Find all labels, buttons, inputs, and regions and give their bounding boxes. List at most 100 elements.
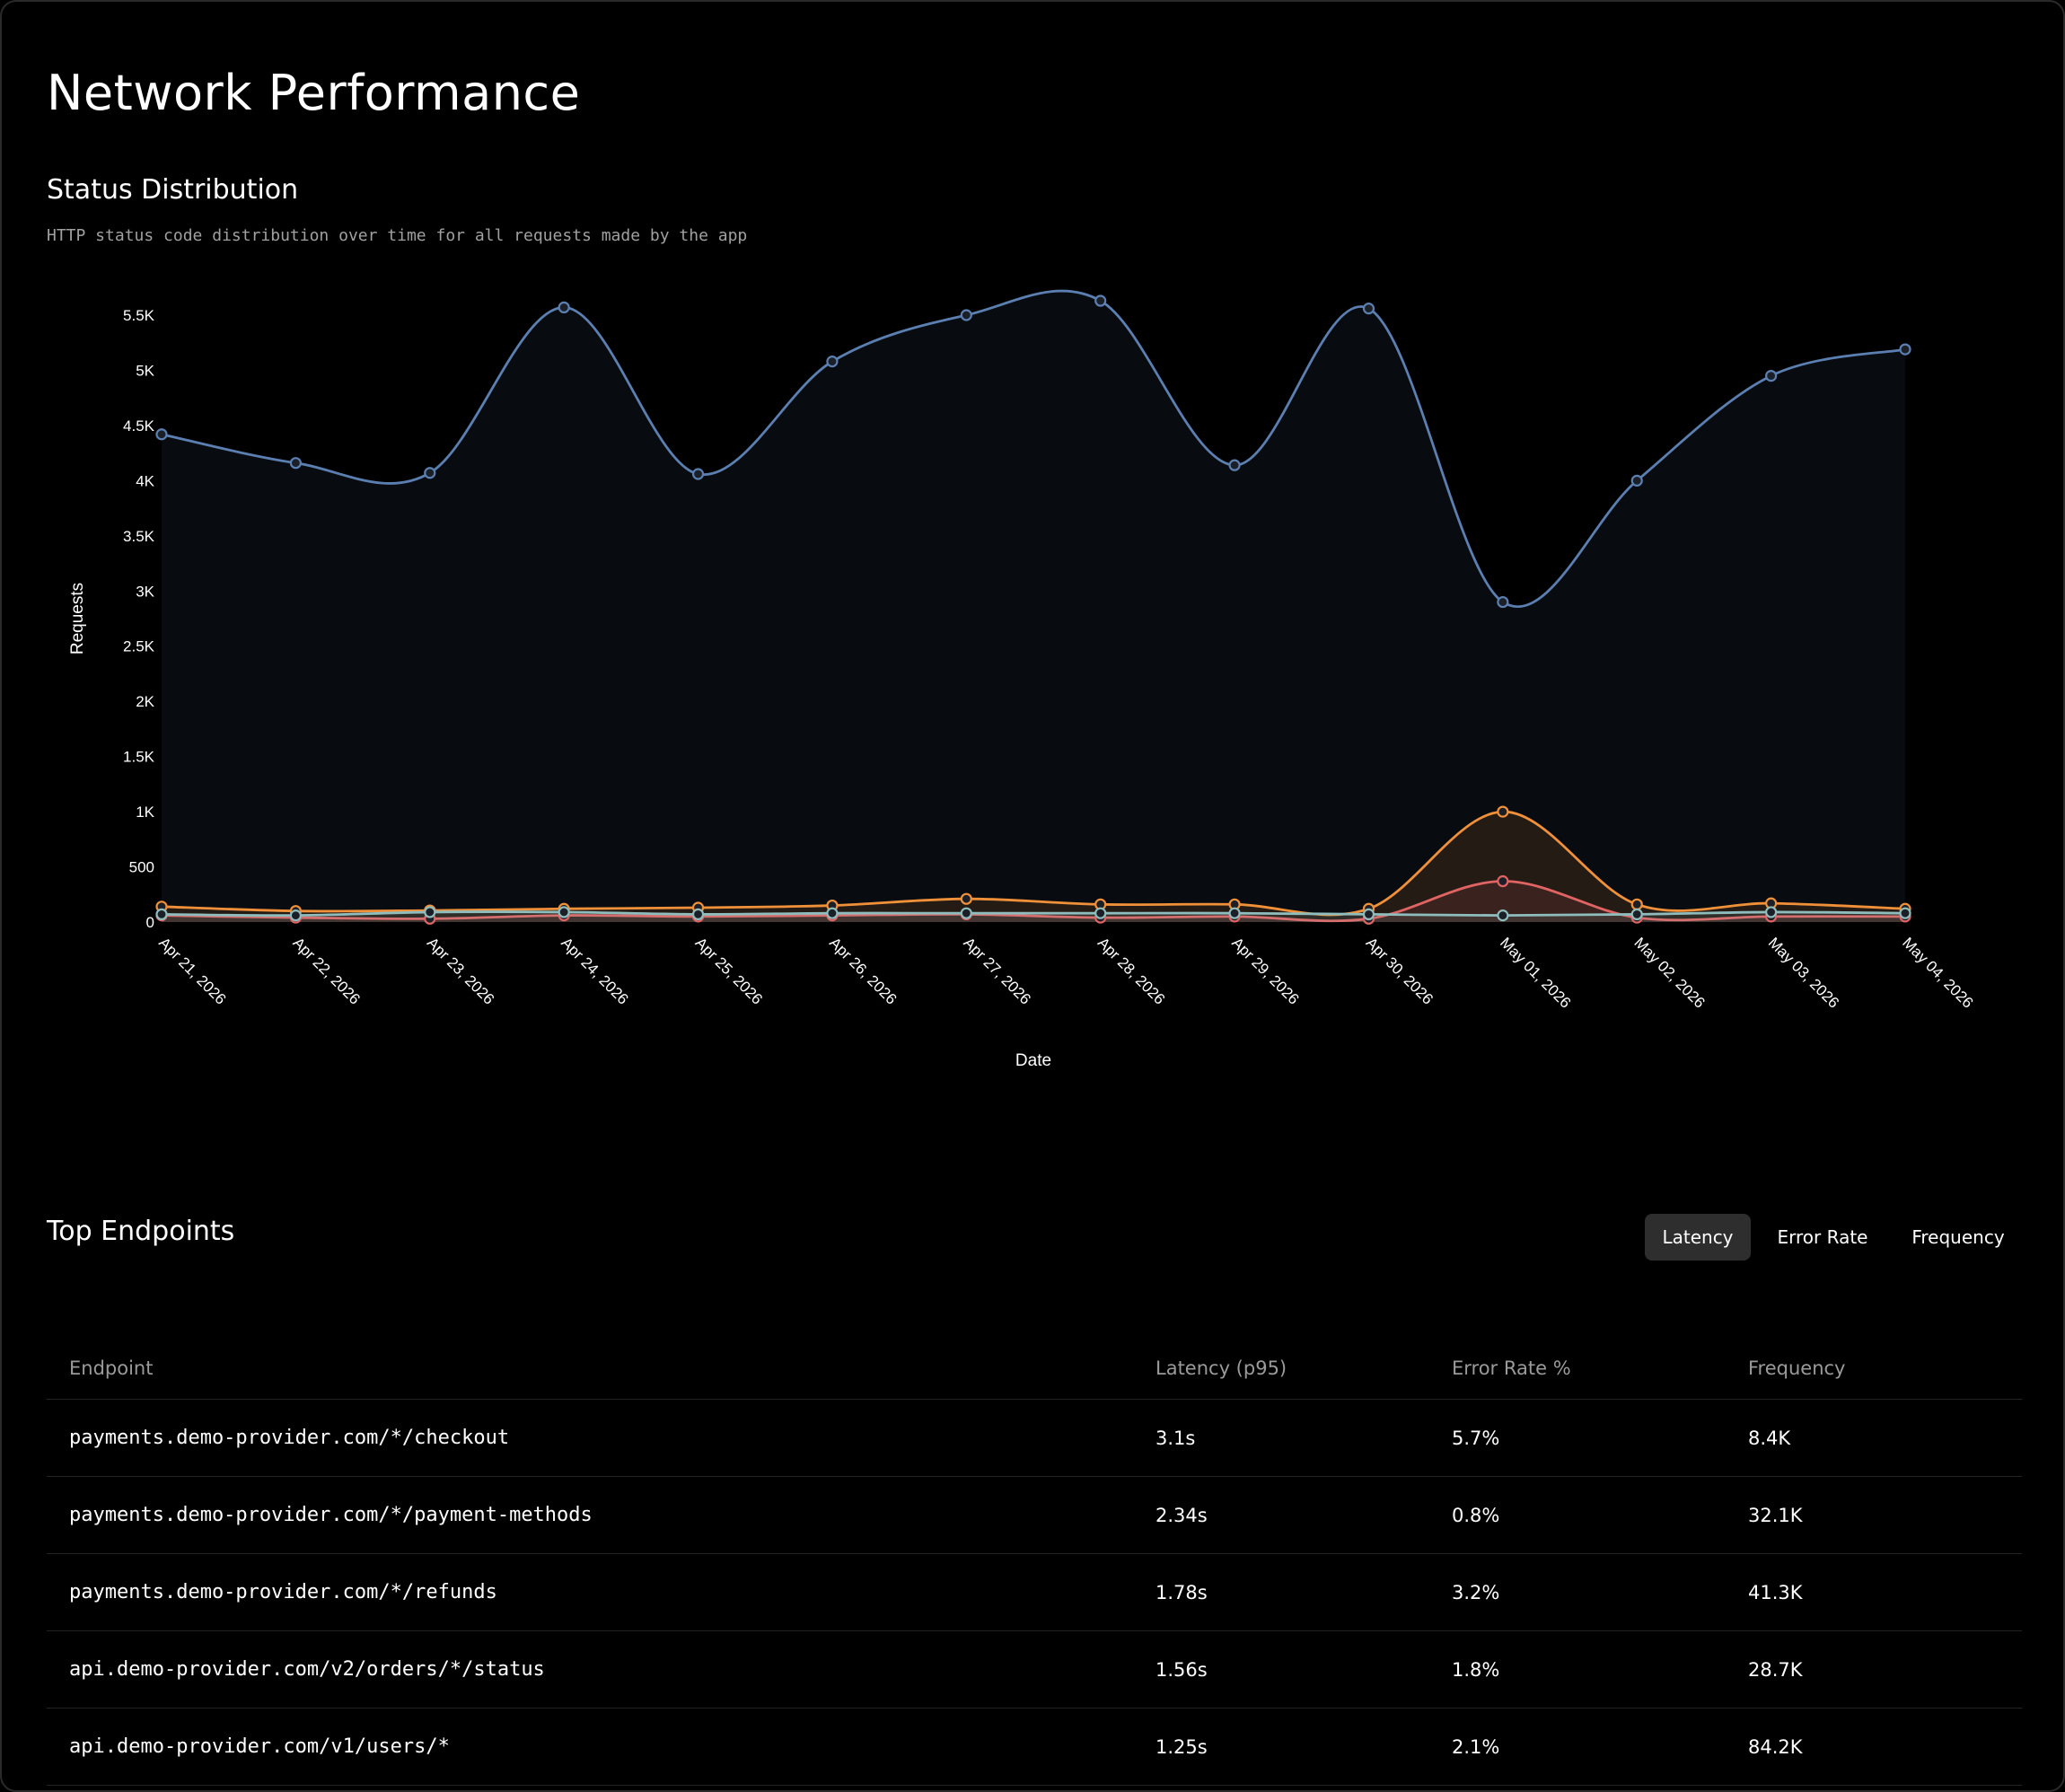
data-point (1497, 874, 1509, 888)
frequency-cell: 28.7K (1748, 1658, 1803, 1681)
endpoint-cell: payments.demo-provider.com/*/payment-met… (69, 1504, 593, 1526)
data-point (1362, 303, 1375, 315)
error-rate-cell: 1.8% (1452, 1658, 1500, 1681)
y-tick-label: 1K (136, 804, 154, 821)
y-tick-label: 5K (136, 362, 154, 379)
data-point (691, 908, 705, 920)
data-point (1094, 294, 1107, 307)
frequency-cell: 84.2K (1748, 1735, 1803, 1758)
data-point (558, 906, 570, 918)
y-tick-label: 3.5K (123, 528, 155, 545)
x-tick-label: Apr 24, 2026 (558, 934, 631, 1007)
page-title: Network Performance (47, 65, 581, 121)
series-line-3 (161, 910, 1906, 918)
frequency-cell: 8.4K (1748, 1427, 1791, 1449)
tab-latency[interactable]: Latency (1645, 1214, 1751, 1261)
column-header-endpoint[interactable]: Endpoint (69, 1357, 154, 1379)
column-header-error-rate[interactable]: Error Rate % (1452, 1357, 1571, 1379)
data-point (1362, 908, 1375, 920)
latency-cell: 2.34s (1156, 1504, 1208, 1526)
series-area-2 (162, 881, 1905, 922)
data-point (424, 467, 436, 479)
tab-error-rate[interactable]: Error Rate (1777, 1226, 1868, 1248)
column-header-frequency[interactable]: Frequency (1748, 1357, 1846, 1379)
tab-frequency[interactable]: Frequency (1911, 1226, 2005, 1248)
error-rate-cell: 2.1% (1452, 1735, 1500, 1758)
x-tick-label: Apr 21, 2026 (155, 934, 229, 1007)
series-line-0 (161, 289, 1906, 609)
x-tick-label: Apr 28, 2026 (1094, 934, 1168, 1007)
x-tick-label: Apr 30, 2026 (1363, 934, 1437, 1007)
error-rate-cell: 0.8% (1452, 1504, 1500, 1526)
data-point (155, 428, 168, 441)
data-point (1497, 909, 1509, 922)
data-point (289, 457, 302, 470)
latency-cell: 1.56s (1156, 1658, 1208, 1681)
y-tick-label: 1.5K (123, 749, 155, 766)
data-point (1228, 907, 1241, 919)
x-tick-label: Apr 26, 2026 (826, 934, 900, 1007)
x-tick-label: May 01, 2026 (1497, 934, 1574, 1011)
y-tick-label: 5.5K (123, 307, 155, 324)
data-point (1899, 907, 1911, 919)
data-point (1228, 459, 1241, 471)
y-tick-label: 0 (146, 914, 154, 931)
x-tick-label: Apr 25, 2026 (692, 934, 766, 1007)
data-point (826, 907, 839, 919)
table-row[interactable]: payments.demo-provider.com/*/refunds 1.7… (47, 1554, 2022, 1631)
frequency-cell: 32.1K (1748, 1504, 1803, 1526)
x-tick-label: Apr 22, 2026 (290, 934, 364, 1007)
status-distribution-title: Status Distribution (47, 174, 299, 206)
error-rate-cell: 5.7% (1452, 1427, 1500, 1449)
error-rate-cell: 3.2% (1452, 1581, 1500, 1603)
data-point (1765, 906, 1778, 918)
x-axis-title: Date (1015, 1051, 1051, 1070)
data-point (1630, 898, 1643, 910)
endpoint-cell: payments.demo-provider.com/*/checkout (69, 1427, 510, 1449)
data-point (155, 908, 168, 920)
endpoint-sort-tabs: Latency Error Rate Frequency (1645, 1214, 2022, 1261)
data-point (960, 907, 972, 919)
latency-cell: 3.1s (1156, 1427, 1196, 1449)
x-tick-label: May 03, 2026 (1765, 934, 1842, 1011)
table-row[interactable]: payments.demo-provider.com/*/checkout 3.… (47, 1400, 2022, 1477)
latency-cell: 1.25s (1156, 1735, 1208, 1758)
table-row[interactable]: payments.demo-provider.com/*/payment-met… (47, 1477, 2022, 1554)
table-row[interactable]: api.demo-provider.com/v2/orders/*/status… (47, 1631, 2022, 1709)
y-tick-label: 4K (136, 472, 154, 489)
y-tick-label: 500 (129, 859, 154, 876)
endpoints-table: Endpoint Latency (p95) Error Rate % Freq… (47, 1338, 2022, 1786)
data-point (424, 906, 436, 918)
frequency-cell: 41.3K (1748, 1581, 1803, 1603)
data-point (1094, 907, 1107, 919)
status-distribution-subtitle: HTTP status code distribution over time … (47, 226, 748, 245)
series-area-3 (162, 911, 1905, 922)
x-tick-label: Apr 23, 2026 (424, 934, 497, 1007)
endpoint-cell: payments.demo-provider.com/*/refunds (69, 1581, 497, 1603)
data-point (289, 909, 302, 922)
data-point (1497, 805, 1509, 818)
table-row[interactable]: api.demo-provider.com/v1/users/* 1.25s 2… (47, 1709, 2022, 1786)
data-point (960, 892, 972, 905)
data-point (1765, 369, 1778, 382)
top-endpoints-title: Top Endpoints (47, 1216, 235, 1247)
series-line-1 (161, 810, 1906, 917)
data-point (1899, 343, 1911, 356)
y-tick-label: 2.5K (123, 638, 155, 655)
series-area-0 (162, 291, 1905, 922)
data-point (960, 309, 972, 321)
status-distribution-chart: 0 500 1K 1.5K 2K 2.5K 3K 3.5K 4K 4.5K 5K 5.5K Apr 21… (68, 289, 1976, 1070)
data-point (1630, 474, 1643, 487)
series-area-1 (162, 812, 1905, 922)
y-tick-label: 2K (136, 693, 154, 710)
data-point (1630, 908, 1643, 920)
y-tick-label: 3K (136, 583, 154, 600)
latency-cell: 1.78s (1156, 1581, 1208, 1603)
data-point (558, 301, 570, 313)
y-tick-label: 4.5K (123, 417, 155, 435)
data-point (826, 356, 839, 368)
x-tick-label: Apr 29, 2026 (1228, 934, 1302, 1007)
column-header-latency[interactable]: Latency (p95) (1156, 1357, 1287, 1379)
x-tick-label: May 04, 2026 (1899, 934, 1976, 1011)
y-axis-title: Requests (68, 583, 87, 654)
